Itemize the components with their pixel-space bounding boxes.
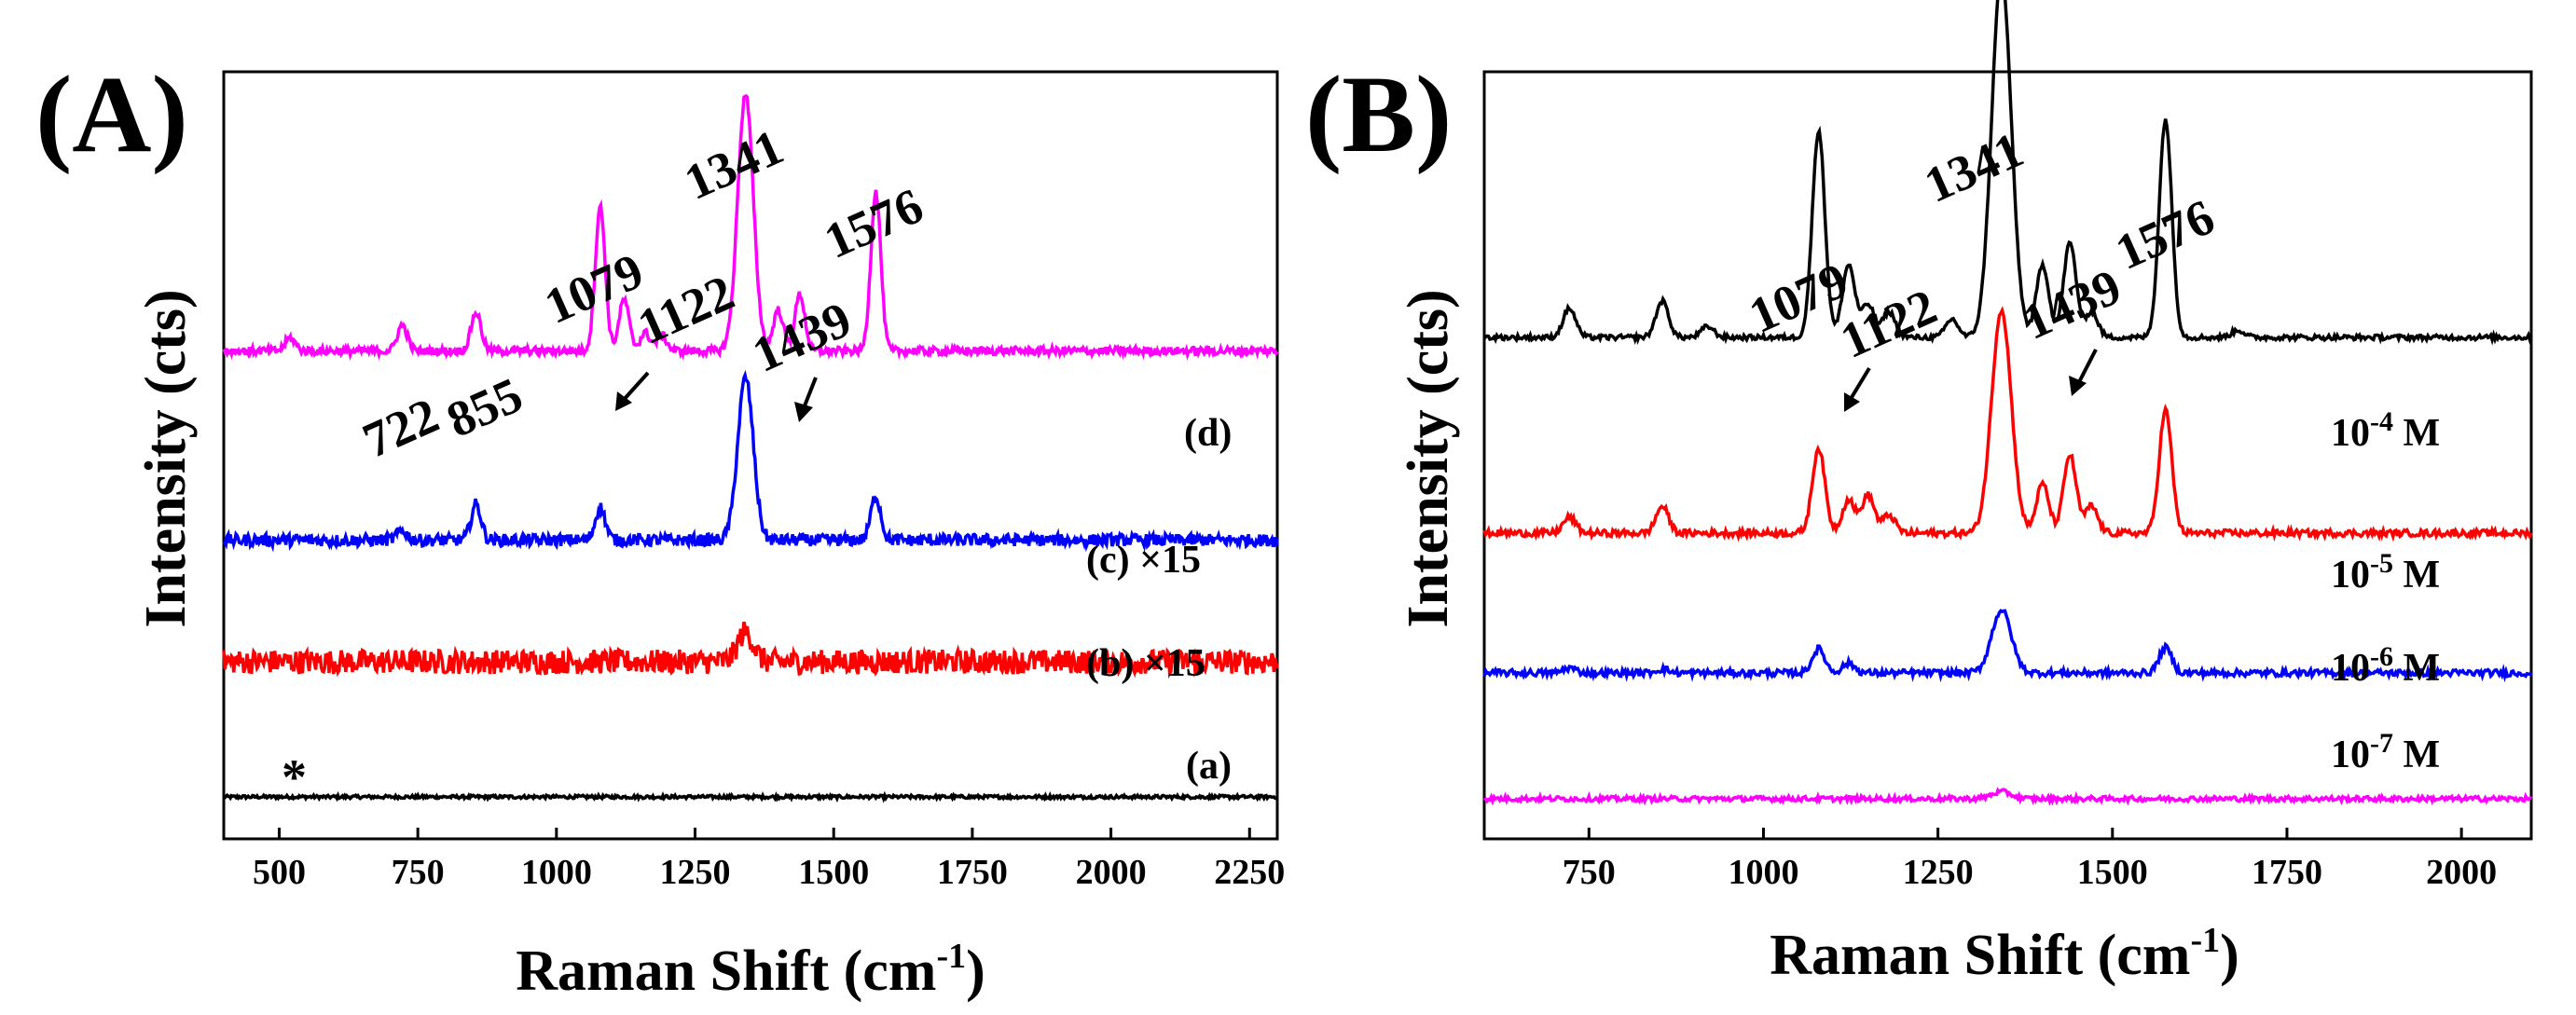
panel-a-tick-label-1500: 1500 [798, 853, 869, 892]
panel-a-arrow-1122 [615, 371, 650, 411]
panel-a-tick-label-750: 750 [392, 853, 445, 892]
panel-a-curve-label-c: (c) ×15 [1086, 539, 1201, 582]
panel-b-series-3 [1482, 0, 2533, 346]
panel-a-peak-label-722: 722 [354, 387, 446, 469]
panel-a-peak-label-1576: 1576 [816, 177, 930, 269]
panel-b-label-1e-7: 10-7 M [2331, 728, 2440, 776]
panel-b-label-1e-4: 10-4 M [2331, 406, 2440, 455]
panel-a-curves [222, 93, 1279, 803]
panel-a-series-0 [222, 790, 1278, 803]
panel-a-tick-label-2000: 2000 [1076, 853, 1147, 892]
panel-b-tick-label-2000: 2000 [2426, 853, 2497, 892]
panel-a-tick-label-500: 500 [253, 853, 306, 892]
panel-b-frame [1482, 70, 2533, 841]
panel-b-tick-label-1500: 1500 [2077, 853, 2148, 892]
panel-b-x-ticks: 750 1000 1250 1500 1750 2000 [1563, 828, 2497, 892]
panel-b-arrow-1122 [1844, 366, 1871, 412]
panel-b-label-1e-6: 10-6 M [2331, 641, 2440, 690]
panel-b: (B) 750 1000 1250 1500 1750 2000 Intensity (c… [1305, 0, 2533, 987]
panel-a-series-1 [222, 621, 1279, 679]
panel-b-peak-label-1576: 1576 [2107, 188, 2222, 281]
panel-a-arrow-1439 [794, 377, 818, 422]
panel-b-series-1 [1482, 609, 2533, 683]
panel-a-star-marker: * [282, 749, 307, 805]
panel-b-series-0 [1482, 787, 2533, 806]
panel-a-x-axis-title: Raman Shift (cm-1) [516, 937, 985, 1003]
panel-b-tick-label-750: 750 [1563, 853, 1616, 892]
panel-a-peak-label-1341: 1341 [676, 118, 791, 211]
panel-b-label-1e-5: 10-5 M [2331, 548, 2440, 597]
panel-b-tick-label-1750: 1750 [2252, 853, 2322, 892]
panel-b-y-axis-title: Intensity (cts) [1397, 289, 1460, 627]
panel-a-tick-label-1250: 1250 [660, 853, 731, 892]
panel-a: (A) 500 750 1000 1250 1500 1750 2000 2250 Inten… [35, 53, 1285, 1003]
panel-b-tick-label-1250: 1250 [1903, 853, 1974, 892]
panel-a-tick-label-1750: 1750 [937, 853, 1008, 892]
panel-a-y-axis-title: Intensity (cts) [134, 289, 198, 627]
panel-a-series-2 [222, 369, 1279, 553]
panel-a-peak-label-1079: 1079 [536, 242, 651, 335]
panel-b-arrow-1439 [2069, 349, 2098, 396]
panel-a-curve-label-a: (a) [1186, 745, 1232, 788]
panel-a-letter: (A) [35, 53, 188, 175]
panel-b-series-2 [1482, 306, 2533, 542]
panel-a-tick-label-1000: 1000 [521, 853, 592, 892]
panel-b-tick-label-1000: 1000 [1728, 853, 1798, 892]
panel-a-tick-label-2250: 2250 [1214, 853, 1285, 892]
panel-b-curves [1482, 0, 2533, 806]
panel-a-curve-label-d: (d) [1184, 412, 1232, 455]
panel-a-series-3 [222, 93, 1279, 362]
panel-a-frame [222, 70, 1279, 841]
panel-a-x-ticks: 500 750 1000 1250 1500 1750 2000 2250 [253, 828, 1285, 892]
panel-a-curve-label-b: (b) ×15 [1086, 642, 1205, 685]
panel-a-peak-label-855: 855 [438, 366, 530, 448]
panel-b-letter: (B) [1305, 53, 1452, 175]
panel-b-x-axis-title: Raman Shift (cm-1) [1770, 921, 2239, 987]
